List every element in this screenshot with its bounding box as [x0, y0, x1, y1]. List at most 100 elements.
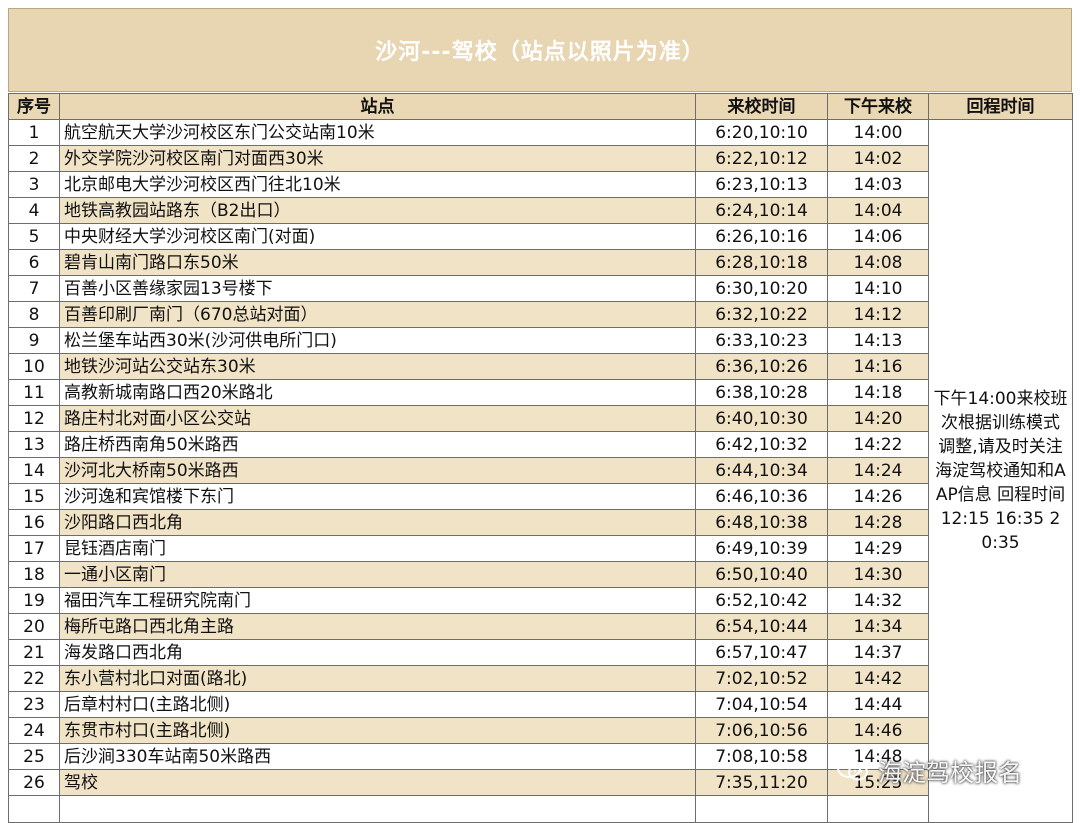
cell-pm: 14:37	[827, 639, 929, 666]
cell-no: 4	[8, 197, 60, 224]
header-stop: 站点	[59, 93, 696, 120]
cell-stop: 航空航天大学沙河校区东门公交站南10米	[59, 119, 696, 146]
cell-no: 8	[8, 301, 60, 328]
schedule-body: 1 航空航天大学沙河校区东门公交站南10米 6:20,10:10 14:00 下午14:…	[8, 119, 1073, 823]
cell-pm: 14:24	[827, 457, 929, 484]
cell-no: 24	[8, 717, 60, 744]
table-row: 9 松兰堡车站西30米(沙河供电所门口) 6:33,10:23 14:13	[8, 327, 1073, 354]
cell-arrive: 6:20,10:10	[695, 119, 828, 146]
cell-no: 19	[8, 587, 60, 614]
blank-cell	[695, 795, 828, 823]
cell-arrive: 6:50,10:40	[695, 561, 828, 588]
header-row: 序号 站点 来校时间 下午来校 回程时间	[8, 93, 1073, 120]
cell-stop: 路庄村北对面小区公交站	[59, 405, 696, 432]
schedule-table: 序号 站点 来校时间 下午来校 回程时间 1 航空航天大学沙河校区东门公交站南10…	[8, 93, 1073, 823]
table-row: 7 百善小区善缘家园13号楼下 6:30,10:20 14:10	[8, 275, 1073, 302]
cell-pm: 14:13	[827, 327, 929, 354]
cell-pm: 14:02	[827, 145, 929, 172]
cell-arrive: 6:32,10:22	[695, 301, 828, 328]
table-row: 15 沙河逸和宾馆楼下东门 6:46,10:36 14:26	[8, 483, 1073, 510]
cell-pm: 14:12	[827, 301, 929, 328]
cell-stop: 沙河逸和宾馆楼下东门	[59, 483, 696, 510]
blank-row	[8, 795, 1073, 823]
table-row: 26 驾校 7:35,11:20 15:25	[8, 769, 1073, 796]
cell-stop: 一通小区南门	[59, 561, 696, 588]
cell-stop: 福田汽车工程研究院南门	[59, 587, 696, 614]
cell-arrive: 7:35,11:20	[695, 769, 828, 796]
table-row: 2 外交学院沙河校区南门对面西30米 6:22,10:12 14:02	[8, 145, 1073, 172]
cell-no: 2	[8, 145, 60, 172]
cell-arrive: 6:44,10:34	[695, 457, 828, 484]
header-pm: 下午来校	[827, 93, 929, 120]
cell-pm: 15:25	[827, 769, 929, 796]
cell-no: 13	[8, 431, 60, 458]
cell-no: 23	[8, 691, 60, 718]
cell-stop: 地铁沙河站公交站东30米	[59, 353, 696, 380]
cell-no: 10	[8, 353, 60, 380]
cell-pm: 14:34	[827, 613, 929, 640]
cell-pm: 14:18	[827, 379, 929, 406]
cell-no: 7	[8, 275, 60, 302]
cell-pm: 14:42	[827, 665, 929, 692]
cell-pm: 14:08	[827, 249, 929, 276]
cell-stop: 沙河北大桥南50米路西	[59, 457, 696, 484]
table-row: 17 昆钰酒店南门 6:49,10:39 14:29	[8, 535, 1073, 562]
cell-pm: 14:46	[827, 717, 929, 744]
cell-arrive: 6:57,10:47	[695, 639, 828, 666]
cell-no: 18	[8, 561, 60, 588]
blank-cell	[8, 795, 60, 823]
cell-pm: 14:22	[827, 431, 929, 458]
cell-pm: 14:03	[827, 171, 929, 198]
cell-stop: 碧肯山南门路口东50米	[59, 249, 696, 276]
cell-stop: 海发路口西北角	[59, 639, 696, 666]
watermark-text: 海淀驾校报名	[878, 758, 1022, 787]
table-row: 14 沙河北大桥南50米路西 6:44,10:34 14:24	[8, 457, 1073, 484]
cell-arrive: 6:30,10:20	[695, 275, 828, 302]
cell-pm: 14:00	[827, 119, 929, 146]
table-row: 10 地铁沙河站公交站东30米 6:36,10:26 14:16	[8, 353, 1073, 380]
cell-stop: 路庄桥西南角50米路西	[59, 431, 696, 458]
cell-pm: 14:16	[827, 353, 929, 380]
cell-stop: 驾校	[59, 769, 696, 796]
table-row: 20 梅所屯路口西北角主路 6:54,10:44 14:34	[8, 613, 1073, 640]
table-row: 21 海发路口西北角 6:57,10:47 14:37	[8, 639, 1073, 666]
cell-pm: 14:32	[827, 587, 929, 614]
cell-pm: 14:29	[827, 535, 929, 562]
cell-arrive: 6:40,10:30	[695, 405, 828, 432]
cell-arrive: 6:49,10:39	[695, 535, 828, 562]
cell-no: 15	[8, 483, 60, 510]
wechat-icon	[836, 757, 870, 783]
cell-arrive: 6:23,10:13	[695, 171, 828, 198]
cell-no: 9	[8, 327, 60, 354]
cell-pm: 14:30	[827, 561, 929, 588]
cell-arrive: 6:54,10:44	[695, 613, 828, 640]
table-row: 11 高教新城南路口西20米路北 6:38,10:28 14:18	[8, 379, 1073, 406]
table-row: 24 东贯市村口(主路北侧) 7:06,10:56 14:46	[8, 717, 1073, 744]
cell-arrive: 7:06,10:56	[695, 717, 828, 744]
table-row: 4 地铁高教园站路东（B2出口） 6:24,10:14 14:04	[8, 197, 1073, 224]
cell-stop: 东小营村北口对面(路北)	[59, 665, 696, 692]
table-row: 13 路庄桥西南角50米路西 6:42,10:32 14:22	[8, 431, 1073, 458]
cell-no: 12	[8, 405, 60, 432]
table-row: 8 百善印刷厂南门（670总站对面） 6:32,10:22 14:12	[8, 301, 1073, 328]
sheet-title: 沙河---驾校（站点以照片为准）	[8, 8, 1072, 92]
cell-no: 6	[8, 249, 60, 276]
cell-arrive: 7:02,10:52	[695, 665, 828, 692]
cell-stop: 北京邮电大学沙河校区西门往北10米	[59, 171, 696, 198]
table-row: 19 福田汽车工程研究院南门 6:52,10:42 14:32	[8, 587, 1073, 614]
cell-stop: 沙阳路口西北角	[59, 509, 696, 536]
cell-no: 22	[8, 665, 60, 692]
table-row: 16 沙阳路口西北角 6:48,10:38 14:28	[8, 509, 1073, 536]
cell-arrive: 6:48,10:38	[695, 509, 828, 536]
cell-stop: 高教新城南路口西20米路北	[59, 379, 696, 406]
cell-no: 5	[8, 223, 60, 250]
cell-pm: 14:06	[827, 223, 929, 250]
cell-no: 1	[8, 119, 60, 146]
header-arrive: 来校时间	[695, 93, 828, 120]
cell-arrive: 6:24,10:14	[695, 197, 828, 224]
cell-stop: 百善印刷厂南门（670总站对面）	[59, 301, 696, 328]
watermark: 海淀驾校报名	[836, 754, 1022, 787]
cell-no: 25	[8, 743, 60, 770]
cell-arrive: 6:46,10:36	[695, 483, 828, 510]
